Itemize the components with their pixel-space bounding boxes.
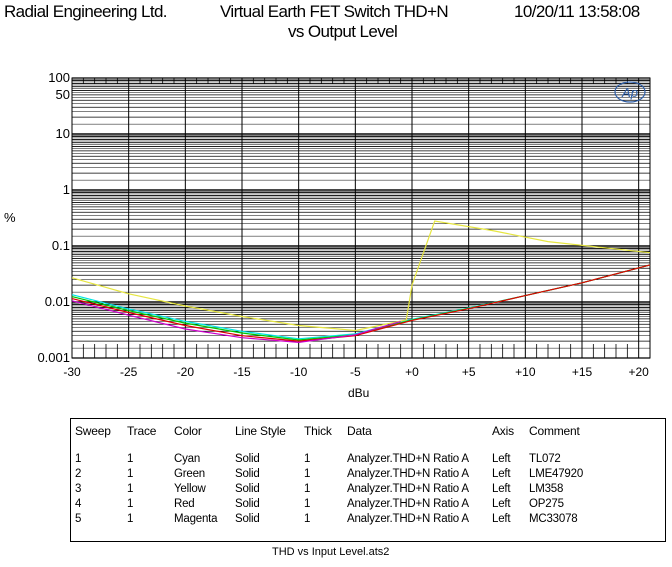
legend-color-cell: Yellow xyxy=(174,483,206,495)
legend-table: Sweep Trace Color Line Style Thick Data … xyxy=(70,418,666,542)
legend-header-sweep: Sweep xyxy=(75,424,111,438)
series-line-sweep-4 xyxy=(71,264,651,342)
legend-thick-cell: 1 xyxy=(304,498,311,510)
x-tick-label: +15 xyxy=(572,365,593,379)
y-tick-label: 100 xyxy=(48,70,70,85)
legend-comment-cell: LME47920 xyxy=(529,468,584,480)
legend-header-style: Line Style xyxy=(235,424,286,438)
timestamp: 10/20/11 13:58:08 xyxy=(514,2,640,21)
series-line-sweep-3 xyxy=(71,220,651,332)
company-name: Radial Engineering Ltd. xyxy=(4,2,168,21)
legend-axis-cell: Left xyxy=(492,468,511,480)
legend-style-cell: Solid xyxy=(235,513,260,525)
x-tick-label: +5 xyxy=(462,365,476,379)
legend-data-cell: Analyzer.THD+N Ratio A xyxy=(347,483,469,495)
legend-data-cell: Analyzer.THD+N Ratio A xyxy=(347,453,469,465)
legend-data-cell: Analyzer.THD+N Ratio A xyxy=(347,468,469,480)
legend-color-cell: Green xyxy=(174,468,205,480)
legend-style-cell: Solid xyxy=(235,453,260,465)
y-tick-label: 1 xyxy=(63,182,70,197)
x-tick-label: -15 xyxy=(233,365,251,379)
x-tick-label: +0 xyxy=(405,365,419,379)
legend-header-color: Color xyxy=(174,424,202,438)
legend-comment-cell: LM358 xyxy=(529,483,564,495)
legend-data-cell: Analyzer.THD+N Ratio A xyxy=(347,513,469,525)
legend-axis-cell: Left xyxy=(492,513,511,525)
ap-logo-text: Ap xyxy=(621,85,638,100)
legend-thick-cell: 1 xyxy=(304,513,311,525)
y-tick-label: 50 xyxy=(56,87,70,102)
legend-color-cell: Cyan xyxy=(174,453,201,465)
legend-axis-cell: Left xyxy=(492,483,511,495)
legend-sweep-cell: 3 xyxy=(75,483,82,495)
ap-logo xyxy=(614,81,646,103)
y-tick-label: 10 xyxy=(56,126,70,141)
legend-trace-cell: 1 xyxy=(127,468,134,480)
legend-trace-cell: 1 xyxy=(127,483,134,495)
x-tick-label: -30 xyxy=(63,365,81,379)
legend-sweep-cell: 5 xyxy=(75,513,82,525)
legend-header-axis: Axis xyxy=(492,424,514,438)
x-tick-label: -5 xyxy=(350,365,361,379)
plot-frame xyxy=(71,77,651,359)
legend-sweep-cell: 2 xyxy=(75,468,82,480)
y-tick-label: 0.001 xyxy=(37,350,70,365)
chart-subtitle: vs Output Level xyxy=(288,22,398,41)
legend-style-cell: Solid xyxy=(235,483,260,495)
legend-trace-cell: 1 xyxy=(127,453,134,465)
legend-thick-cell: 1 xyxy=(304,468,311,480)
y-tick-label: 0.1 xyxy=(52,238,70,253)
legend-style-cell: Solid xyxy=(235,498,260,510)
chart-title: Virtual Earth FET Switch THD+N xyxy=(220,2,449,21)
legend-axis-cell: Left xyxy=(492,498,511,510)
legend-comment-cell: TL072 xyxy=(529,453,561,465)
legend-sweep-cell: 4 xyxy=(75,498,82,510)
legend-comment-cell: OP275 xyxy=(529,498,564,510)
x-tick-label: -20 xyxy=(177,365,195,379)
x-tick-label: -25 xyxy=(120,365,138,379)
legend-trace-cell: 1 xyxy=(127,513,134,525)
legend-data-cell: Analyzer.THD+N Ratio A xyxy=(347,498,469,510)
legend-axis-cell: Left xyxy=(492,453,511,465)
legend-style-cell: Solid xyxy=(235,468,260,480)
y-tick-label: 0.01 xyxy=(45,294,70,309)
file-name: THD vs Input Level.ats2 xyxy=(272,546,390,558)
thd-plot: 100 50 10 1 0.1 0.01 0.001-30 -25 -20 -15 -10 -5 +0 +… xyxy=(37,70,651,379)
legend-color-cell: Red xyxy=(174,498,195,510)
x-tick-label: +20 xyxy=(628,365,649,379)
legend-color-cell: Magenta xyxy=(174,513,218,525)
legend-thick-cell: 1 xyxy=(304,483,311,495)
legend-header-data: Data xyxy=(347,424,372,438)
legend-header-thick: Thick xyxy=(304,424,332,438)
x-tick-label: +10 xyxy=(515,365,536,379)
series-line-sweep-5 xyxy=(71,300,401,344)
legend-trace-cell: 1 xyxy=(127,498,134,510)
legend-thick-cell: 1 xyxy=(304,453,311,465)
legend-sweep-cell: 1 xyxy=(75,453,82,465)
legend-comment-cell: MC33078 xyxy=(529,513,578,525)
legend-header-comment: Comment xyxy=(529,424,580,438)
legend-header-trace: Trace xyxy=(127,424,157,438)
y-axis-label: % xyxy=(4,210,16,225)
x-tick-label: -10 xyxy=(290,365,308,379)
x-axis-label: dBu xyxy=(348,386,370,400)
